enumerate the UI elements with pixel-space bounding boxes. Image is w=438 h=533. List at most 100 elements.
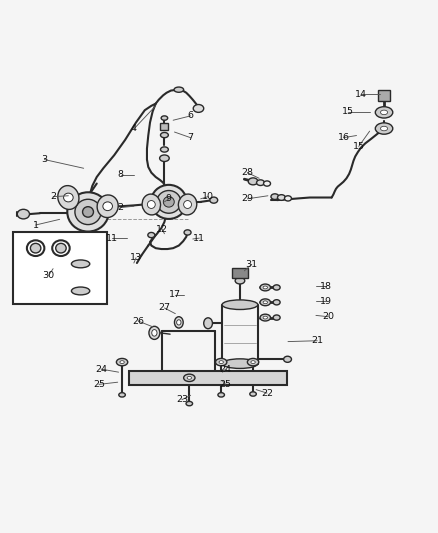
Ellipse shape <box>257 180 265 185</box>
Text: 9: 9 <box>166 195 172 203</box>
Ellipse shape <box>56 244 66 253</box>
Bar <box>130 372 287 385</box>
Ellipse shape <box>285 196 291 201</box>
Ellipse shape <box>148 232 155 238</box>
Text: 27: 27 <box>159 303 170 312</box>
Text: 1: 1 <box>32 221 39 230</box>
Text: 17: 17 <box>170 290 181 300</box>
Ellipse shape <box>251 361 255 364</box>
Text: 24: 24 <box>219 365 232 374</box>
Ellipse shape <box>263 316 268 319</box>
Ellipse shape <box>381 110 388 115</box>
Bar <box>13 231 107 304</box>
Ellipse shape <box>67 192 109 231</box>
Ellipse shape <box>215 358 227 366</box>
Ellipse shape <box>71 287 90 295</box>
Ellipse shape <box>103 202 113 211</box>
Ellipse shape <box>75 199 101 224</box>
Ellipse shape <box>218 393 224 397</box>
Ellipse shape <box>177 320 181 325</box>
Ellipse shape <box>235 277 245 284</box>
Text: 28: 28 <box>241 168 253 177</box>
Text: 11: 11 <box>193 233 205 243</box>
Text: 14: 14 <box>355 90 367 99</box>
Ellipse shape <box>263 286 268 289</box>
Ellipse shape <box>120 361 124 364</box>
Ellipse shape <box>222 359 258 368</box>
Text: 15: 15 <box>342 107 354 116</box>
Ellipse shape <box>163 197 174 207</box>
Text: 23: 23 <box>176 395 188 404</box>
Bar <box>378 90 390 101</box>
Ellipse shape <box>97 195 118 217</box>
Ellipse shape <box>273 315 280 320</box>
Text: 18: 18 <box>320 281 332 290</box>
Ellipse shape <box>17 209 29 219</box>
Text: 8: 8 <box>118 171 124 179</box>
Text: 29: 29 <box>241 195 253 203</box>
Text: 20: 20 <box>322 312 334 321</box>
Ellipse shape <box>273 285 280 290</box>
Ellipse shape <box>71 260 90 268</box>
Ellipse shape <box>210 197 218 203</box>
Ellipse shape <box>260 299 271 306</box>
Ellipse shape <box>174 317 183 328</box>
Ellipse shape <box>381 126 388 131</box>
Ellipse shape <box>174 87 184 92</box>
Ellipse shape <box>375 107 393 118</box>
Ellipse shape <box>58 185 79 209</box>
Ellipse shape <box>178 194 197 215</box>
Ellipse shape <box>271 194 279 199</box>
Ellipse shape <box>159 155 169 161</box>
Ellipse shape <box>52 240 70 256</box>
Ellipse shape <box>161 116 168 120</box>
Ellipse shape <box>375 123 393 134</box>
Text: 25: 25 <box>93 380 105 389</box>
Ellipse shape <box>82 207 93 217</box>
Ellipse shape <box>222 300 258 310</box>
Ellipse shape <box>151 185 187 219</box>
Ellipse shape <box>184 374 195 382</box>
Text: 6: 6 <box>187 111 194 120</box>
Ellipse shape <box>160 147 168 152</box>
Text: 19: 19 <box>320 297 332 306</box>
Text: 22: 22 <box>261 389 273 398</box>
Ellipse shape <box>278 195 286 200</box>
Ellipse shape <box>142 194 161 215</box>
Ellipse shape <box>250 392 256 396</box>
Text: 2: 2 <box>118 203 124 212</box>
Ellipse shape <box>264 181 271 186</box>
Ellipse shape <box>187 376 191 379</box>
Ellipse shape <box>204 318 212 329</box>
Ellipse shape <box>160 133 168 138</box>
Ellipse shape <box>247 358 259 366</box>
Ellipse shape <box>284 356 291 362</box>
Ellipse shape <box>219 361 223 364</box>
Ellipse shape <box>27 240 44 256</box>
Ellipse shape <box>248 178 258 185</box>
Text: 30: 30 <box>42 271 55 280</box>
Ellipse shape <box>152 329 157 336</box>
Text: 11: 11 <box>106 233 118 243</box>
Ellipse shape <box>184 230 191 235</box>
Bar <box>160 123 168 130</box>
Text: 21: 21 <box>311 336 323 345</box>
Ellipse shape <box>273 300 280 305</box>
Ellipse shape <box>260 284 271 291</box>
Text: 2: 2 <box>50 192 56 201</box>
Ellipse shape <box>30 244 41 253</box>
Text: 12: 12 <box>156 225 168 234</box>
Bar <box>232 268 248 278</box>
Ellipse shape <box>149 326 160 340</box>
Text: 16: 16 <box>337 133 350 142</box>
Text: 13: 13 <box>130 253 142 262</box>
Ellipse shape <box>117 358 128 366</box>
Ellipse shape <box>157 190 181 213</box>
Text: 31: 31 <box>246 260 258 269</box>
Ellipse shape <box>148 200 155 208</box>
Text: 15: 15 <box>353 142 365 151</box>
Ellipse shape <box>64 193 73 202</box>
Ellipse shape <box>260 314 271 321</box>
Ellipse shape <box>263 301 268 304</box>
Text: 24: 24 <box>95 365 107 374</box>
